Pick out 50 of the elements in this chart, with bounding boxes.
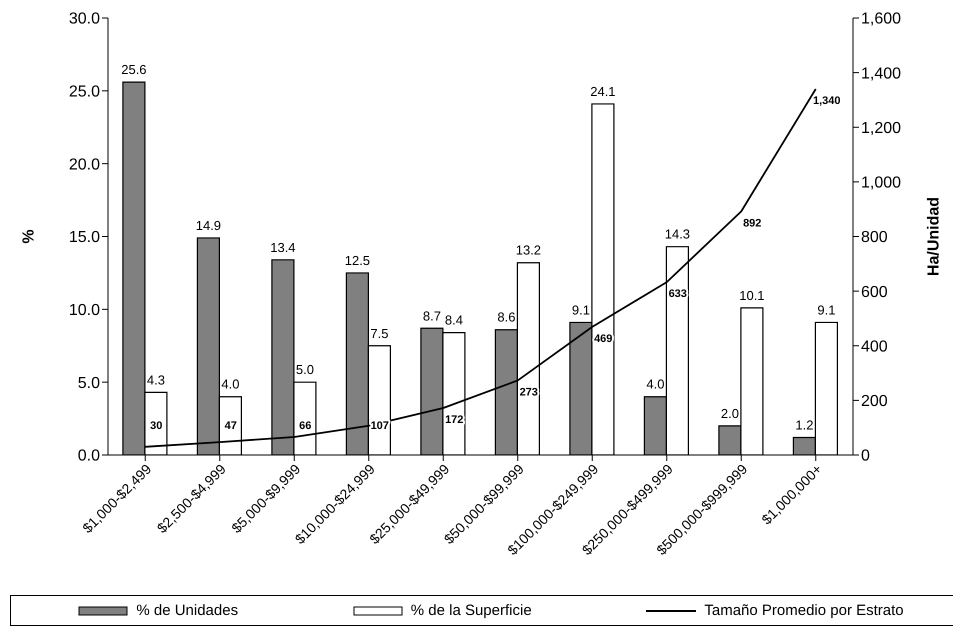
data-label: 66 — [299, 420, 312, 432]
legend-label: % de la Superficie — [410, 602, 532, 619]
data-label: 469 — [594, 332, 612, 345]
y2-axis-title: Ha/Unidad — [926, 196, 943, 276]
y2-tick-label: 400 — [861, 338, 888, 356]
legend-label: % de Unidades — [135, 602, 238, 619]
data-label: 2.0 — [720, 406, 739, 421]
y-tick-label: 5.0 — [78, 374, 100, 392]
data-label: 7.5 — [370, 326, 388, 341]
data-label: 13.2 — [516, 242, 542, 258]
data-label: 1,340 — [812, 95, 841, 108]
y-tick-label: 30.0 — [68, 10, 100, 28]
y2-tick-label: 1,600 — [861, 10, 902, 28]
y2-tick-label: 1,000 — [861, 174, 902, 192]
y-tick-label: 0.0 — [78, 448, 100, 465]
data-label: 9.1 — [572, 302, 590, 318]
legend-label: Tamaño Promedio por Estrato — [703, 602, 904, 619]
data-label: 30 — [150, 420, 162, 432]
data-label: 4.0 — [646, 376, 664, 392]
data-label: 1.2 — [795, 418, 814, 433]
data-label: 13.4 — [270, 240, 296, 255]
y-tick-label: 20.0 — [68, 156, 100, 174]
data-label: 24.1 — [590, 84, 616, 99]
data-label: 172 — [445, 414, 464, 426]
y2-tick-label: 600 — [861, 284, 888, 301]
data-label: 14.9 — [196, 218, 222, 233]
data-label: 892 — [743, 217, 762, 230]
y-axis-title: % — [20, 229, 38, 244]
y-tick-label: 15.0 — [68, 229, 100, 246]
y2-tick-label: 800 — [861, 229, 888, 246]
y2-tick-label: 0 — [861, 448, 870, 465]
data-label: 12.5 — [344, 252, 370, 268]
y2-tick-label: 1,400 — [861, 65, 902, 82]
data-label: 8.7 — [422, 308, 441, 324]
data-label: 47 — [224, 420, 237, 432]
y-tick-label: 25.0 — [68, 84, 100, 101]
data-label: 5.0 — [296, 362, 314, 378]
y-tick-label: 10.0 — [68, 302, 100, 320]
y2-tick-label: 1,200 — [861, 120, 902, 137]
data-label: 9.1 — [817, 302, 836, 318]
data-label: 8.4 — [444, 312, 463, 328]
y2-tick-label: 200 — [861, 393, 888, 410]
data-label: 10.1 — [739, 288, 765, 303]
data-label: 4.3 — [146, 372, 165, 388]
data-label: 273 — [520, 386, 538, 398]
data-label: 8.6 — [497, 310, 516, 325]
data-label: 633 — [668, 288, 687, 300]
data-label: 4.0 — [221, 376, 240, 392]
data-label: 25.6 — [121, 62, 147, 78]
data-label: 14.3 — [664, 226, 690, 242]
